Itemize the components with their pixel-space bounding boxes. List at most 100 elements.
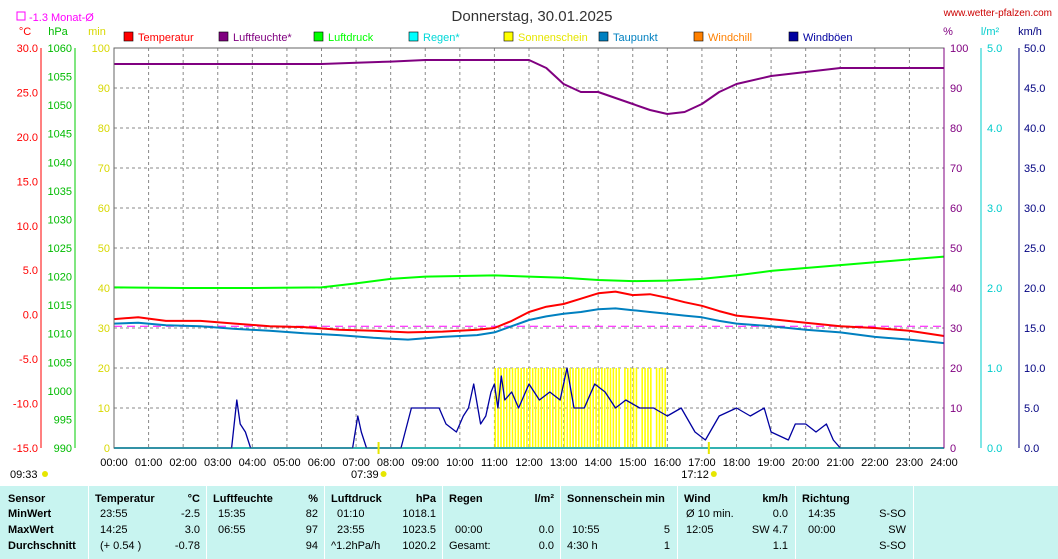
sunshine-bar xyxy=(632,368,635,448)
sunset-sun-icon xyxy=(710,471,717,477)
rain-unit-label: l/m² xyxy=(981,26,1000,38)
sunshine-bar xyxy=(618,368,620,448)
rain-time: 00:00 xyxy=(455,524,483,536)
x-tick: 05:00 xyxy=(273,457,301,469)
series-taupunkt xyxy=(113,307,945,345)
legend-label: Windchill xyxy=(708,32,752,44)
dir-value: S-SO xyxy=(879,508,906,520)
pressure-tick: 990 xyxy=(54,443,72,455)
wind-tick: 5.0 xyxy=(1024,403,1039,415)
stats-row-avg: Durchschnitt (+ 0.54 ) -0.78 94 ^1.2hPa/… xyxy=(0,540,1058,556)
rain-tick: 1.0 xyxy=(987,363,1002,375)
temp-time: (+ 0.54 ) xyxy=(100,540,142,552)
legend-label: Luftdruck xyxy=(328,32,374,44)
tick-labels: 30.0 25.0 20.0 15.0 10.0 5.0 0.0 -5.0 -10.0 -15.0… xyxy=(13,43,1046,469)
sunshine-bar xyxy=(531,368,534,448)
rain-value: 0.0 xyxy=(538,524,554,536)
x-tick: 17:00 xyxy=(688,457,716,469)
x-tick: 08:00 xyxy=(377,457,405,469)
humidity-tick: 0 xyxy=(950,443,956,455)
sunshine-unit-label: min xyxy=(88,26,106,38)
sunshine-bar xyxy=(569,368,571,448)
sunshine-bar xyxy=(503,368,505,448)
press-value: 1020.2 xyxy=(402,540,436,552)
wind-tick: 15.0 xyxy=(1024,323,1045,335)
humidity-tick: 100 xyxy=(950,43,968,55)
first-time-sun-icon xyxy=(42,471,48,477)
temp-tick: -10.0 xyxy=(13,399,38,411)
press-value: 1023.5 xyxy=(402,524,436,536)
rain-tick: 2.0 xyxy=(987,283,1002,295)
press-value: 1018.1 xyxy=(402,508,436,520)
dir-value: SW xyxy=(888,524,906,536)
hdr-rain: Regen xyxy=(449,493,483,505)
sunshine-tick: 50 xyxy=(98,243,110,255)
month-avg-label: -1.3 Monat-Ø xyxy=(29,12,94,24)
rain-time: Gesamt: xyxy=(449,540,491,552)
sunshine-bar xyxy=(606,368,609,448)
hum-time: 06:55 xyxy=(218,524,246,536)
pressure-tick: 1040 xyxy=(48,157,72,169)
wind-tick: 50.0 xyxy=(1024,43,1045,55)
rain-value: 0.0 xyxy=(538,540,554,552)
press-time: 01:10 xyxy=(337,508,365,520)
sunshine-bar xyxy=(554,368,557,448)
pressure-tick: 1050 xyxy=(48,100,72,112)
x-tick: 11:00 xyxy=(481,457,508,469)
sun-value: 1 xyxy=(663,540,670,552)
x-tick: 24:00 xyxy=(930,457,958,469)
pressure-tick: 1030 xyxy=(48,214,72,226)
hdr-sensor: Sensor xyxy=(8,493,46,505)
sunshine-bar xyxy=(514,368,517,448)
legend-label: Sonnenschein xyxy=(518,32,588,44)
sunshine-bar xyxy=(572,368,574,448)
sunshine-bar xyxy=(529,368,531,448)
sunshine-bar xyxy=(598,368,600,448)
row-label: MaxWert xyxy=(8,524,54,536)
sunshine-tick: 100 xyxy=(92,43,110,55)
sun-time: 10:55 xyxy=(572,524,600,536)
sunshine-bar xyxy=(508,368,511,448)
hum-value: 82 xyxy=(305,508,318,520)
sunshine-bar xyxy=(549,368,551,448)
x-tick: 19:00 xyxy=(757,457,785,469)
pressure-tick: 1025 xyxy=(48,243,72,255)
sunshine-bar xyxy=(626,368,629,448)
x-tick: 13:00 xyxy=(550,457,578,469)
sunshine-tick: 40 xyxy=(98,283,110,295)
sunshine-bar xyxy=(661,368,664,448)
sunshine-bar xyxy=(494,368,497,448)
chart-axes xyxy=(40,47,1020,449)
wind-unit-label: km/h xyxy=(1018,26,1042,38)
legend-label: Regen* xyxy=(423,32,460,44)
humidity-tick: 80 xyxy=(950,123,962,135)
sunset-time: 17:12 xyxy=(681,469,709,481)
wind-tick: 30.0 xyxy=(1024,203,1045,215)
temp-tick: 5.0 xyxy=(23,265,38,277)
sunshine-bar xyxy=(601,368,603,448)
x-tick: 04:00 xyxy=(239,457,267,469)
pressure-unit-label: hPa xyxy=(48,26,68,38)
wind-time: 12:05 xyxy=(686,524,714,536)
sunshine-tick: 70 xyxy=(98,163,110,175)
sunshine-bar xyxy=(589,368,592,448)
sunshine-tick: 0 xyxy=(104,443,110,455)
sunshine-bar xyxy=(612,368,615,448)
site-link[interactable]: www.wetter-pfalzen.com xyxy=(943,8,1052,19)
x-tick: 03:00 xyxy=(204,457,232,469)
hum-value: 97 xyxy=(305,524,318,536)
sunshine-bar xyxy=(520,368,522,448)
hum-value: 94 xyxy=(305,540,318,552)
sunshine-bar xyxy=(546,368,548,448)
hdr-wind-unit: km/h xyxy=(762,493,788,505)
wind-tick: 10.0 xyxy=(1024,363,1045,375)
chart-grid xyxy=(114,48,944,448)
humidity-tick: 10 xyxy=(950,403,962,415)
sunshine-bar xyxy=(560,368,563,448)
legend-swatch xyxy=(123,31,134,42)
sunshine-tick: 20 xyxy=(98,363,110,375)
x-tick: 16:00 xyxy=(654,457,682,469)
x-tick: 14:00 xyxy=(584,457,612,469)
wind-tick: 0.0 xyxy=(1024,443,1039,455)
temp-value: 3.0 xyxy=(184,524,200,536)
